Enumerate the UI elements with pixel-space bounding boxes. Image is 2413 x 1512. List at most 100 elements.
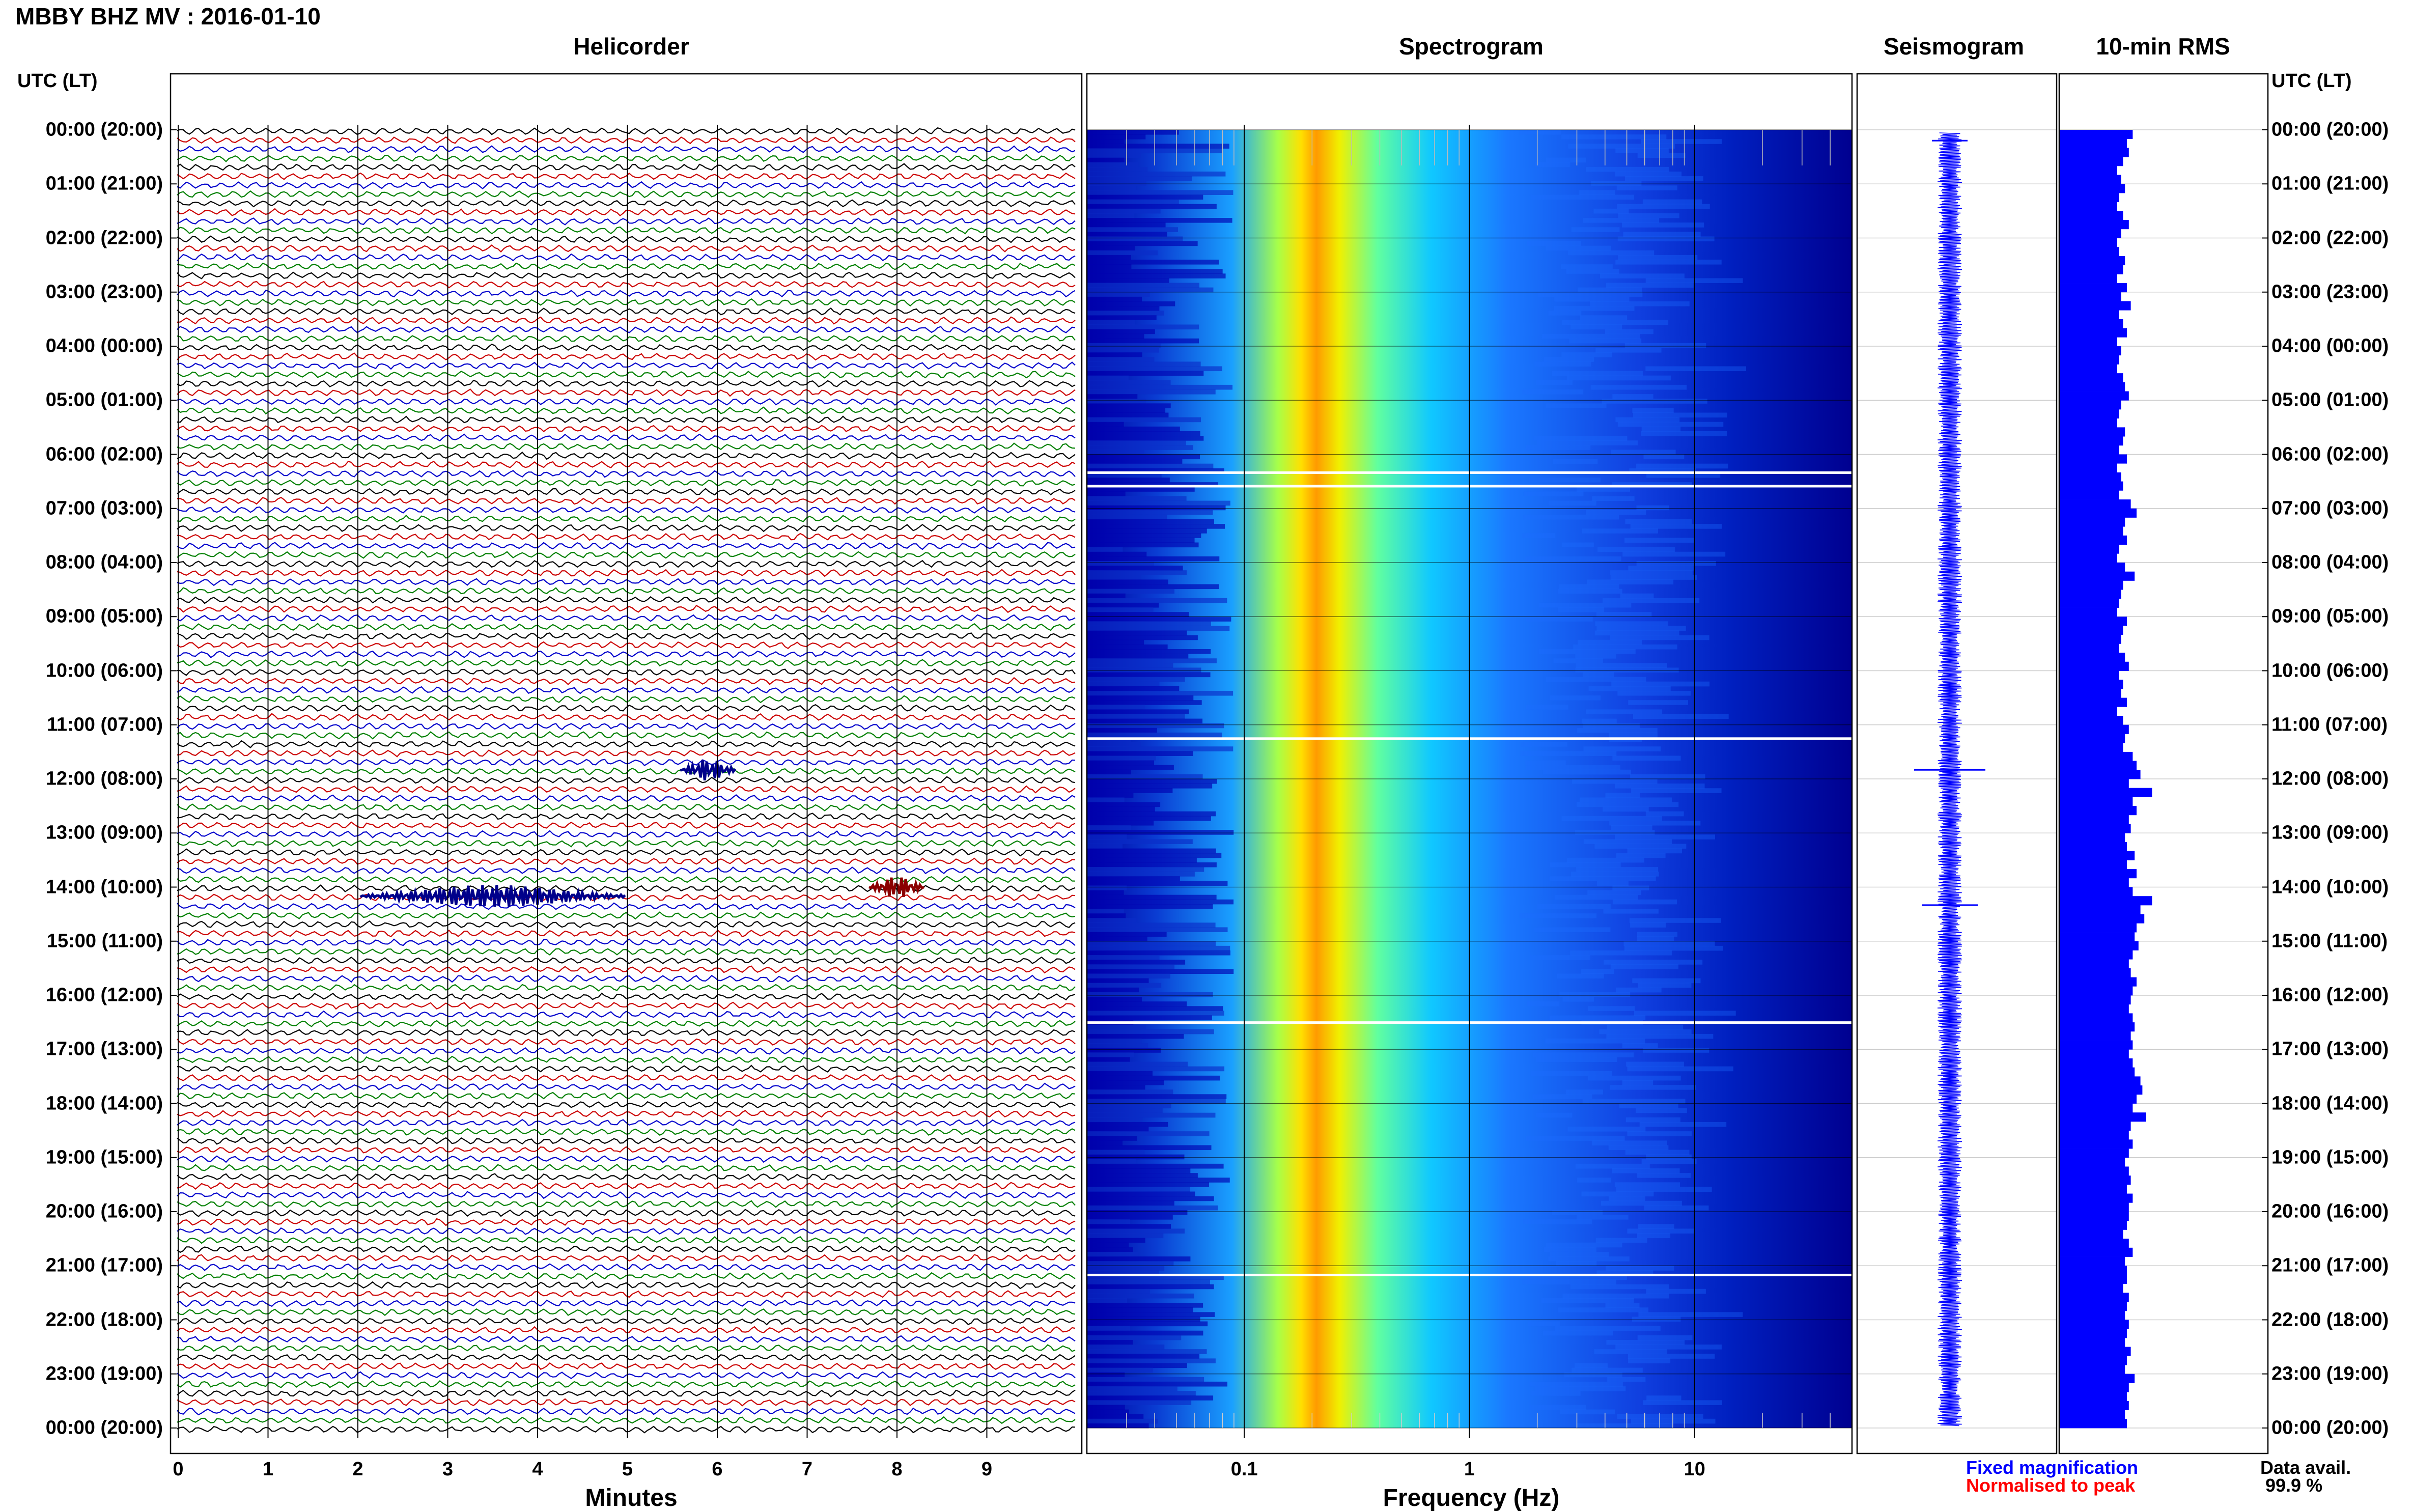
- rms-bar: [2059, 355, 2119, 365]
- rms-bar: [2059, 1310, 2125, 1320]
- spectrogram-texture: [1087, 774, 1203, 779]
- rms-bar: [2059, 833, 2125, 843]
- minute-tick-label: 7: [801, 1459, 813, 1480]
- spectrogram-texture: [1087, 208, 1161, 214]
- rms-bar: [2059, 292, 2121, 301]
- spectrogram-texture: [1087, 1024, 1146, 1030]
- spectrogram-texture: [1087, 992, 1213, 997]
- spectrogram-texture: [1599, 1029, 1692, 1034]
- helicorder-trace: [177, 136, 1076, 145]
- frequency-tick-label: 0.1: [1230, 1459, 1258, 1480]
- spectrogram-texture: [1620, 593, 1654, 599]
- spectrogram-texture: [1575, 830, 1655, 835]
- rms-bar: [2059, 319, 2123, 328]
- spectrogram-texture: [1609, 732, 1658, 738]
- time-tick-right: 03:00 (23:00): [2271, 281, 2389, 303]
- spectrogram-texture: [1087, 857, 1197, 863]
- spectrogram-texture: [1523, 514, 1619, 520]
- spectrogram-texture: [1087, 1178, 1230, 1183]
- spectrogram-texture: [1559, 584, 1619, 590]
- rms-bar: [2059, 490, 2119, 500]
- spectrogram-texture: [1087, 278, 1169, 284]
- spectrogram-texture: [1641, 139, 1722, 144]
- time-tick-right: 18:00 (14:00): [2271, 1093, 2389, 1114]
- spectrogram-texture: [1615, 417, 1680, 423]
- spectrogram-texture: [1087, 431, 1200, 436]
- helicorder-trace: [177, 1128, 1076, 1136]
- spectrogram-texture: [1586, 510, 1646, 515]
- spectrogram-texture: [1605, 793, 1640, 798]
- spectrogram-texture: [1087, 654, 1189, 659]
- spectrogram-texture: [1537, 904, 1611, 909]
- helicorder-trace: [177, 199, 1076, 208]
- spectrogram-texture: [1633, 714, 1729, 719]
- time-tick-left: 06:00 (02:00): [45, 443, 163, 465]
- seismogram-title: Seismogram: [1883, 33, 2025, 60]
- rms-bar: [2059, 220, 2129, 230]
- spectrogram-texture: [1087, 765, 1174, 770]
- spectrogram-texture: [1616, 987, 1662, 993]
- spectrogram-texture: [1627, 1131, 1692, 1136]
- spectrogram-texture: [1568, 250, 1654, 256]
- rms-bar: [2059, 400, 2121, 410]
- helicorder-trace: [177, 307, 1076, 316]
- spectrogram-texture: [1087, 1228, 1185, 1234]
- spectrogram-texture: [1549, 876, 1656, 881]
- spectrogram-texture: [1087, 399, 1146, 404]
- spectrogram-texture: [1625, 176, 1703, 181]
- spectrogram-texture: [1527, 241, 1581, 246]
- helicorder-trace: [177, 830, 1076, 838]
- time-tick-left: 22:00 (18:00): [45, 1309, 163, 1330]
- spectrogram-texture: [1087, 672, 1211, 678]
- spectrogram-texture: [1590, 301, 1690, 306]
- spectrogram-texture: [1533, 436, 1628, 441]
- spectrogram-texture: [1087, 371, 1204, 376]
- rms-bar: [2059, 1184, 2127, 1194]
- time-tick-left: 01:00 (21:00): [45, 173, 163, 194]
- spectrogram-texture: [1559, 992, 1631, 997]
- spectrogram-texture: [1087, 1270, 1159, 1275]
- rms-bar: [2059, 1229, 2123, 1239]
- spectrogram-texture: [1612, 899, 1677, 905]
- helicorder-trace: [177, 325, 1076, 333]
- helicorder-trace: [177, 127, 1076, 135]
- spectrogram-texture: [1087, 695, 1194, 701]
- spectrogram-frame: [1086, 73, 1853, 1454]
- spectrogram-texture: [1562, 320, 1669, 325]
- spectrogram-texture: [1087, 139, 1125, 144]
- helicorder-trace: [177, 713, 1076, 721]
- spectrogram-texture: [1576, 663, 1668, 668]
- spectrogram-texture: [1581, 969, 1614, 974]
- spectrogram-texture: [1526, 617, 1593, 622]
- rms-bar: [2059, 1356, 2127, 1365]
- seismogram-frame: [1856, 73, 2058, 1454]
- spectrogram-texture: [1087, 839, 1193, 844]
- spectrogram-texture: [1087, 236, 1183, 242]
- spectrogram-texture: [1087, 1349, 1207, 1354]
- spectrogram-texture: [1607, 1377, 1646, 1382]
- rms-bar: [2059, 382, 2125, 391]
- spectrogram-texture: [1087, 384, 1233, 390]
- spectrogram-texture: [1622, 222, 1704, 228]
- spectrogram-texture: [1087, 1015, 1212, 1021]
- rms-bar: [2059, 1139, 2133, 1149]
- spectrogram-texture: [1087, 834, 1127, 839]
- spectrogram-texture: [1586, 166, 1669, 172]
- rms-bar: [2059, 1256, 2125, 1266]
- time-tick-left: 13:00 (09:00): [45, 822, 163, 844]
- spectrogram-texture: [1579, 190, 1615, 195]
- helicorder-trace: [177, 1074, 1076, 1082]
- spectrogram-texture: [1578, 639, 1642, 645]
- rms-bar: [2059, 1293, 2129, 1302]
- time-tick-right: 07:00 (03:00): [2271, 497, 2389, 519]
- rms-bar: [2059, 1058, 2133, 1068]
- spectrogram-texture: [1087, 463, 1214, 469]
- helicorder-trace: [177, 929, 1076, 938]
- helicorder-trace: [177, 596, 1076, 604]
- spectrogram-texture: [1544, 357, 1594, 362]
- spectrogram-texture: [1546, 245, 1611, 251]
- spectrogram-texture: [1087, 1293, 1194, 1299]
- spectrogram-texture: [1633, 412, 1728, 418]
- spectrogram-texture: [1087, 983, 1162, 988]
- spectrogram-texture: [1087, 171, 1226, 177]
